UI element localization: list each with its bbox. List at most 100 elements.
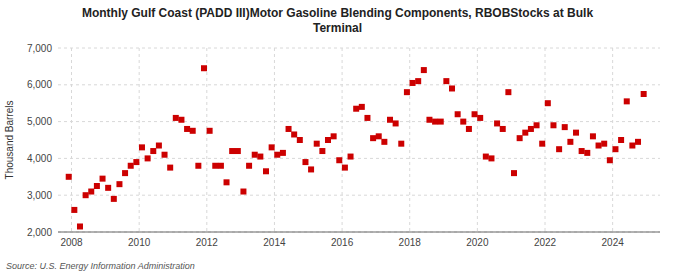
point: [240, 189, 246, 195]
point: [415, 78, 421, 84]
x-grid-line: [139, 48, 140, 232]
point: [432, 119, 438, 125]
point: [314, 141, 320, 147]
point: [302, 159, 308, 165]
point: [370, 135, 376, 141]
point: [71, 207, 77, 213]
point: [229, 148, 235, 154]
point: [212, 163, 218, 169]
point: [353, 106, 359, 112]
point: [100, 176, 106, 182]
point: [393, 120, 399, 126]
point: [162, 152, 168, 158]
x-tick-label: 2008: [60, 237, 83, 248]
point: [269, 144, 275, 150]
y-tick-label: 3,000: [27, 190, 52, 201]
point: [224, 179, 230, 185]
x-tick-label: 2024: [602, 237, 625, 248]
point: [381, 139, 387, 145]
point: [545, 100, 551, 106]
x-grid-line: [71, 48, 72, 232]
point: [534, 122, 540, 128]
point: [235, 148, 241, 154]
point: [291, 131, 297, 137]
point: [274, 152, 280, 158]
point: [596, 143, 602, 149]
point: [364, 115, 370, 121]
point: [483, 154, 489, 160]
point: [207, 128, 213, 134]
y-grid-line: [58, 48, 660, 49]
x-grid-line: [342, 48, 343, 232]
y-tick-label: 6,000: [27, 79, 52, 90]
point: [122, 170, 128, 176]
point: [201, 65, 207, 71]
title: Monthly Gulf Coast (PADD III)Motor Gasol…: [82, 6, 593, 35]
x-grid-line: [612, 48, 613, 232]
point: [421, 67, 427, 73]
title-line: Monthly Gulf Coast (PADD III)Motor Gasol…: [82, 6, 593, 20]
point: [517, 135, 523, 141]
point: [376, 133, 382, 139]
point: [359, 104, 365, 110]
point: [66, 174, 72, 180]
point: [624, 98, 630, 104]
x-grid-line: [206, 48, 207, 232]
y-tick-label: 4,000: [27, 153, 52, 164]
point: [449, 85, 455, 91]
point: [528, 126, 534, 132]
point: [325, 137, 331, 143]
grid: [58, 48, 660, 232]
point: [550, 122, 556, 128]
point: [635, 139, 641, 145]
point: [257, 154, 263, 160]
y-grid-line: [58, 84, 660, 85]
point: [590, 133, 596, 139]
x-tick-label: 2022: [534, 237, 557, 248]
point: [133, 159, 139, 165]
x-grid-line: [477, 48, 478, 232]
point: [77, 223, 83, 229]
point: [252, 152, 258, 158]
x-axis-line: [58, 232, 660, 233]
point: [398, 141, 404, 147]
x-tick-label: 2014: [263, 237, 286, 248]
point: [94, 183, 100, 189]
point: [579, 148, 585, 154]
point: [195, 163, 201, 169]
point: [460, 119, 466, 125]
point: [455, 111, 461, 117]
point: [246, 163, 252, 169]
y-tick-label: 2,000: [27, 227, 52, 238]
x-tick-label: 2016: [331, 237, 354, 248]
point: [562, 124, 568, 130]
y-grid-line: [58, 195, 660, 196]
point: [387, 117, 393, 123]
point: [641, 91, 647, 97]
point: [573, 130, 579, 136]
point: [156, 143, 162, 149]
x-grid-line: [409, 48, 410, 232]
point: [488, 155, 494, 161]
point: [556, 146, 562, 152]
point: [494, 120, 500, 126]
point: [477, 115, 483, 121]
x-tick-label: 2010: [128, 237, 151, 248]
point: [443, 78, 449, 84]
point: [348, 154, 354, 160]
point: [500, 126, 506, 132]
point: [472, 111, 478, 117]
point: [218, 163, 224, 169]
point: [404, 89, 410, 95]
y-tick-label: 5,000: [27, 116, 52, 127]
point: [505, 89, 511, 95]
points: [66, 65, 647, 229]
x-tick-label: 2012: [196, 237, 219, 248]
point: [145, 155, 151, 161]
point: [297, 137, 303, 143]
point: [612, 146, 618, 152]
point: [438, 119, 444, 125]
y-tick-label: 7,000: [27, 43, 52, 54]
point: [128, 163, 134, 169]
chart-svg: Monthly Gulf Coast (PADD III)Motor Gasol…: [0, 0, 675, 275]
